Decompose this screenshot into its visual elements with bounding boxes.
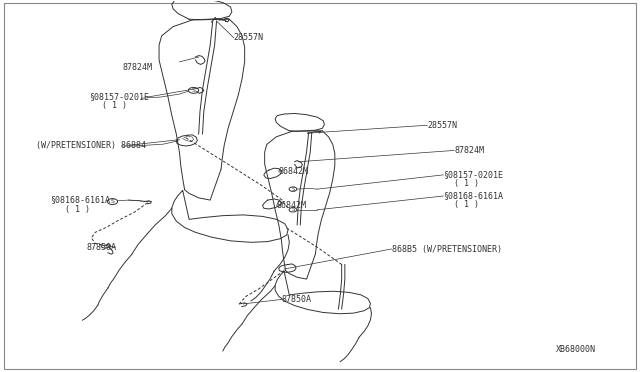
Text: 28557N: 28557N xyxy=(428,121,458,130)
Text: ( 1 ): ( 1 ) xyxy=(102,102,127,110)
Text: 28557N: 28557N xyxy=(234,33,264,42)
Text: 86842M: 86842M xyxy=(276,201,307,210)
Text: 87824M: 87824M xyxy=(454,146,484,155)
Text: ( 1 ): ( 1 ) xyxy=(454,201,479,209)
Text: §08168-6161A: §08168-6161A xyxy=(444,192,503,201)
Text: §08157-0201E: §08157-0201E xyxy=(89,93,149,102)
Text: ( 1 ): ( 1 ) xyxy=(454,179,479,188)
Text: XB68000N: XB68000N xyxy=(556,345,596,354)
Text: (W/PRETENSIONER) 86884: (W/PRETENSIONER) 86884 xyxy=(36,141,146,150)
Text: §08168-6161A: §08168-6161A xyxy=(51,196,111,205)
Text: 87850A: 87850A xyxy=(282,295,312,304)
Text: 86842M: 86842M xyxy=(278,167,308,176)
Text: 87850A: 87850A xyxy=(87,243,117,251)
Text: §08157-0201E: §08157-0201E xyxy=(444,170,503,179)
Text: S: S xyxy=(191,88,195,93)
Text: 87824M: 87824M xyxy=(122,63,152,72)
Text: 868B5 (W/PRETENSIONER): 868B5 (W/PRETENSIONER) xyxy=(392,244,502,253)
Text: S: S xyxy=(111,199,115,204)
Text: S: S xyxy=(291,207,294,212)
Text: ( 1 ): ( 1 ) xyxy=(65,205,90,214)
Text: S: S xyxy=(291,187,294,192)
